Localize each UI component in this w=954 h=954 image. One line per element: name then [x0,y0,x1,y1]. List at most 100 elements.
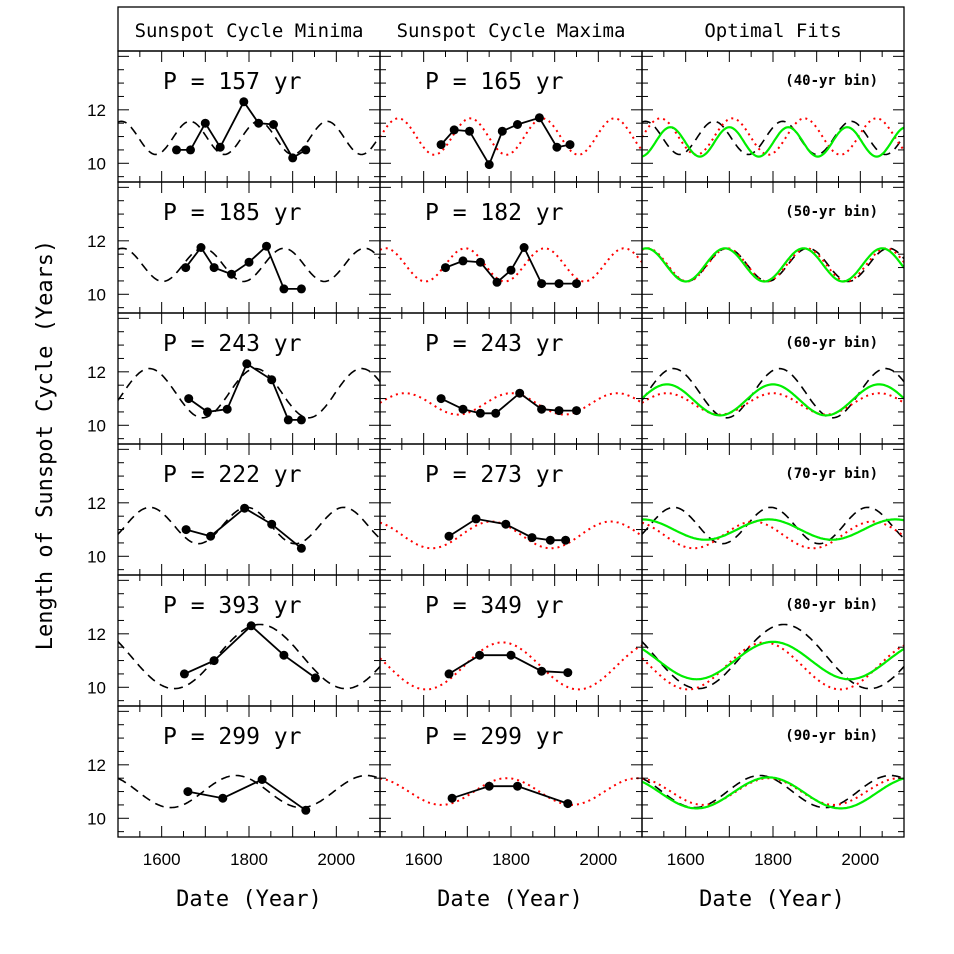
x-axis-label-col1: Date (Year) [176,887,322,912]
x-tick-label: 2000 [317,850,355,869]
data-point [561,535,571,545]
data-point [475,408,485,418]
period-label: P = 299 yr [425,724,563,750]
panel-r1-c1: P = 157 yr [117,50,381,183]
data-point [288,153,298,163]
period-label: P = 185 yr [163,200,301,226]
data-point [267,519,277,529]
panel-curves [380,243,642,289]
maxima-fit-curve [380,117,642,156]
maxima-fit-curve [642,777,904,806]
data-point [475,257,485,267]
optimal-fit-curve [642,383,904,417]
panel-curves [380,514,642,550]
data-point [267,375,277,385]
optimal-fit-curve [642,776,904,810]
panel-r1-c2: P = 165 yr [379,50,643,183]
data-point [506,650,516,660]
data-point [269,120,278,129]
data-point [519,243,529,252]
column-title: Sunspot Cycle Minima [135,20,364,42]
data-point [458,256,468,266]
data-point [545,535,555,545]
bin-label: (80-yr bin) [785,597,878,613]
data-point [218,793,228,803]
panel-frame [641,574,905,707]
data-point [513,120,522,129]
y-tick-label: 12 [87,101,106,120]
minima-fit-curve [118,774,380,809]
data-point [554,279,564,289]
period-label: P = 157 yr [163,69,301,95]
panel-curves [642,247,904,283]
panel-frame [641,181,905,314]
bin-label: (50-yr bin) [785,204,878,220]
data-point [257,775,267,784]
period-label: P = 165 yr [425,69,563,95]
data-point [279,284,289,294]
data-point [449,125,459,135]
data-point [296,284,306,294]
data-point [239,97,249,107]
panel-r4-c3: (70-yr bin) [641,443,905,576]
optimal-fit-curve [642,126,904,158]
y-tick-label: 12 [87,363,106,382]
data-point [436,394,446,404]
panel-r4-c2: P = 273 yr [379,443,643,576]
minima-fit-curve [642,367,904,419]
period-label: P = 182 yr [425,200,563,226]
data-point [475,650,485,660]
x-tick-label: 1800 [492,850,530,869]
period-label: P = 349 yr [425,593,563,619]
y-tick-label: 10 [87,678,106,697]
period-label: P = 243 yr [425,331,563,357]
optimal-fit-curve [642,518,904,541]
data-line [184,244,302,290]
y-tick-label: 12 [87,756,106,775]
data-point [537,279,547,289]
data-point [534,113,544,123]
panel-curves [642,367,904,419]
data-point [506,265,516,275]
data-line [451,785,569,805]
data-point [183,787,193,797]
data-point [572,406,581,416]
panel-r6-c3: (90-yr bin) [641,705,905,838]
data-point [296,543,306,553]
data-point [513,781,522,791]
data-point [209,656,219,666]
data-point [491,408,501,418]
data-point [436,140,446,150]
data-point [254,118,264,128]
maxima-fit-curve [380,247,642,283]
bin-label: (40-yr bin) [785,73,878,89]
y-tick-label: 10 [87,416,106,435]
y-axis-label: Length of Sunspot Cycle (Years) [33,240,58,651]
data-point [262,241,271,251]
maxima-fit-curve [380,641,642,691]
data-point [458,404,468,414]
data-point [283,415,293,425]
minima-fit-curve [642,623,904,690]
data-point [244,257,254,267]
maxima-fit-curve [380,777,642,806]
data-point [172,145,181,155]
y-tick-label: 10 [87,547,106,566]
data-point [471,514,481,524]
x-axis-label-col3: Date (Year) [699,887,845,912]
data-point [310,673,320,683]
data-point [484,160,494,170]
minima-fit-curve [118,367,380,419]
maxima-fit-curve [380,520,642,550]
minima-fit-curve [118,120,380,156]
maxima-fit-curve [380,392,642,416]
y-tick-label: 10 [87,285,106,304]
panel-curves [118,241,380,294]
data-point [465,126,474,136]
data-point [497,126,507,136]
x-axis-label-col2: Date (Year) [437,887,583,912]
data-point [209,263,219,273]
data-point [200,118,210,128]
panel-r3-c3: (60-yr bin) [641,312,905,445]
panel-r5-c3: (80-yr bin) [641,574,905,707]
